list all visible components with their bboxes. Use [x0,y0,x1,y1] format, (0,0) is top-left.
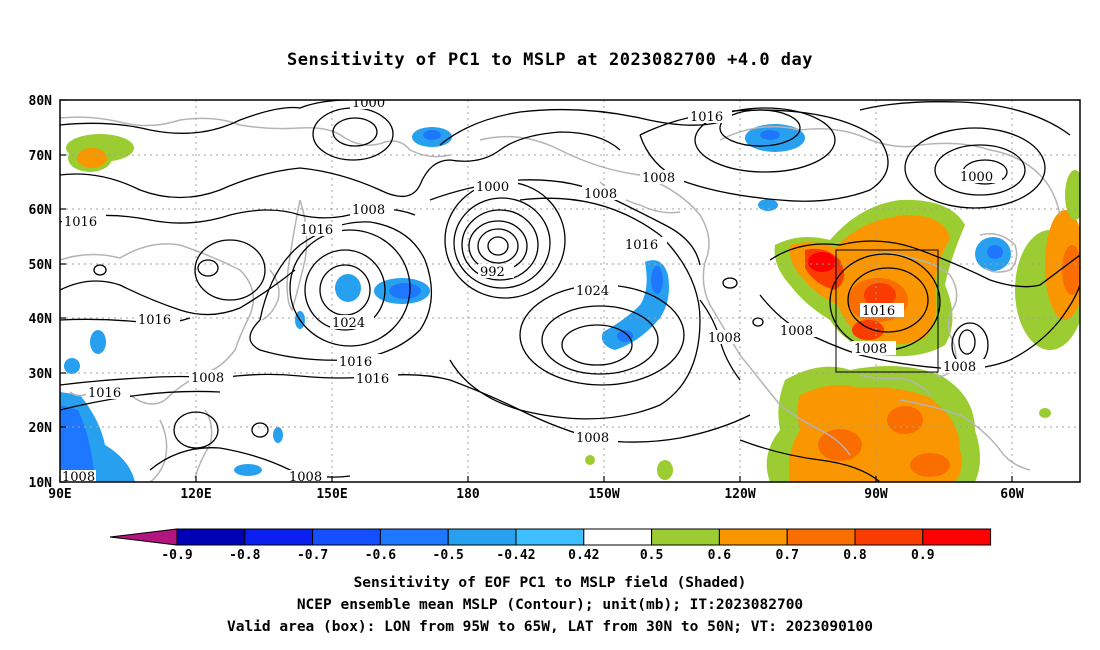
lat-label: 70N [29,149,53,164]
colorbar-label: -0.42 [496,548,535,563]
lon-label: 120E [180,487,211,502]
caption-line-1: Sensitivity of EOF PC1 to MSLP field (Sh… [353,575,747,591]
contour-label: 1008 [943,360,976,375]
colorbar-swatch [786,528,856,546]
colorbar-swatch [583,528,653,546]
contour-label: 1008 [576,431,609,446]
lat-label: 10N [29,476,53,491]
colorbar-swatch [447,528,517,546]
lat-label: 20N [29,421,53,436]
positive-sensitivity-shading [66,134,1080,482]
contour-label: 1008 [780,324,813,339]
contour-label: 1016 [300,223,333,238]
contour-label: 992 [480,265,505,280]
negative-sensitivity-shading [60,124,1011,482]
longitude-labels: 90E 120E 150E 180 150W 120W 90W 60W [48,487,1024,502]
colorbar-label: -0.8 [229,548,260,563]
colorbar-swatch [312,528,381,546]
figure-caption: Sensitivity of EOF PC1 to MSLP field (Sh… [0,572,1100,638]
coastlines [60,116,1061,482]
contour-label: 1024 [576,284,609,299]
lat-label: 50N [29,258,53,273]
colorbar-label: 0.6 [708,548,732,563]
contour-label: 1016 [625,238,658,253]
contour-label: 1008 [352,203,385,218]
contour-label: 1016 [138,313,171,328]
lon-label: 90W [864,487,888,502]
lon-label: 60W [1000,487,1024,502]
colorbar-swatch [718,528,788,546]
lat-label: 60N [29,203,53,218]
contour-label: 1000 [476,180,509,195]
colorbar-label: 0.5 [640,548,663,563]
colorbar-swatch [379,528,449,546]
contour-labels: 1000 1016 1008 1000 1008 1000 1016 1016 … [60,96,1002,485]
lon-label: 180 [456,487,480,502]
colorbar-swatch [651,528,720,546]
colorbar-label: -0.6 [365,548,396,563]
latitude-labels: 80N 70N 60N 50N 40N 30N 20N 10N [29,94,53,491]
contour-label: 1008 [584,187,617,202]
valid-area-box [835,249,939,373]
colorbar-swatch [854,528,924,546]
contour-label: 1016 [356,372,389,387]
axis-ticks [59,99,1013,483]
contour-label: 1008 [642,171,675,186]
lat-label: 80N [29,94,53,109]
map-frame [59,99,1081,483]
colorbar-low-arrow [109,528,178,546]
colorbar-label: 0.9 [911,548,934,563]
colorbar-swatch [176,528,246,546]
contour-label: 1016 [339,355,372,370]
colorbar: -0.9 -0.8 -0.7 -0.6 -0.5 -0.42 0.42 0.5 0.6 0.7 0.… [109,528,992,563]
contour-label: 1008 [289,470,322,485]
colorbar-swatch [244,528,314,546]
contour-label: 1008 [854,342,887,357]
contour-label: 1016 [862,304,895,319]
caption-line-3: Valid area (box): LON from 95W to 65W, L… [226,619,873,635]
plot-title: Sensitivity of PC1 to MSLP at 2023082700… [286,50,813,70]
colorbar-label: 0.42 [568,548,599,563]
lon-label: 120W [724,487,755,502]
colorbar-label: -0.9 [161,548,192,563]
lat-label: 30N [29,367,53,382]
contour-label: 1016 [690,110,723,125]
lon-label: 150W [588,487,619,502]
lat-label: 40N [29,312,53,327]
contour-label: 1024 [332,316,365,331]
contour-label: 1008 [708,331,741,346]
colorbar-swatch [922,528,992,546]
caption-line-2: NCEP ensemble mean MSLP (Contour); unit(… [296,597,804,613]
lon-label: 150E [316,487,347,502]
contour-label: 1016 [88,386,121,401]
contour-label: 1000 [960,170,993,185]
colorbar-label: -0.7 [297,548,328,563]
contour-label: 1016 [64,215,97,230]
contour-label: 1008 [191,371,224,386]
colorbar-label: 0.7 [775,548,798,563]
colorbar-label: -0.5 [433,548,464,563]
colorbar-swatch [515,528,585,546]
lon-label: 90E [48,487,71,502]
colorbar-label: 0.8 [843,548,867,563]
contour-label: 1008 [62,470,95,485]
contour-label: 1000 [352,96,385,111]
